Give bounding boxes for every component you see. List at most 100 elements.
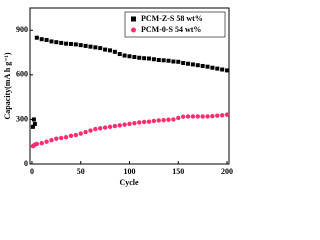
- point: [137, 55, 142, 60]
- point: [161, 58, 166, 63]
- point: [147, 56, 152, 61]
- point: [176, 59, 181, 64]
- legend-label: PCM-0-S 54 wt%: [141, 25, 201, 34]
- point: [190, 62, 195, 67]
- point: [215, 113, 220, 118]
- point: [78, 131, 83, 136]
- point: [225, 68, 230, 73]
- x-tick-label: 100: [124, 167, 136, 176]
- point: [49, 39, 54, 44]
- point: [54, 136, 59, 141]
- point: [83, 129, 88, 135]
- point: [190, 114, 196, 119]
- legend-label: PCM-Z-S 58 wt%: [141, 14, 203, 23]
- x-axis-title: Cycle: [119, 178, 139, 187]
- point: [83, 43, 88, 48]
- point: [44, 139, 49, 144]
- point: [141, 119, 147, 125]
- y-tick-label: 900: [16, 25, 28, 34]
- point: [54, 40, 59, 45]
- y-tick-label: 300: [16, 114, 28, 123]
- y-axis-title: Capacity(mA h g⁻¹): [3, 52, 12, 119]
- point: [200, 63, 205, 68]
- point: [49, 138, 54, 143]
- point: [185, 114, 191, 119]
- point: [215, 66, 220, 71]
- point: [63, 135, 69, 140]
- point: [107, 48, 112, 53]
- point: [142, 56, 147, 61]
- point: [166, 117, 171, 122]
- point: [59, 135, 64, 141]
- point: [181, 60, 186, 65]
- point: [219, 113, 225, 118]
- point: [98, 126, 103, 131]
- point: [151, 118, 157, 124]
- legend-marker: [131, 16, 136, 22]
- point: [107, 124, 113, 130]
- point: [34, 35, 39, 40]
- legend-marker: [131, 27, 136, 33]
- point: [88, 128, 93, 133]
- point: [127, 54, 132, 59]
- point: [39, 141, 44, 146]
- point: [73, 132, 79, 138]
- point: [31, 117, 36, 122]
- point: [171, 117, 176, 122]
- x-tick-label: 50: [77, 167, 85, 176]
- legend-box: [124, 11, 226, 38]
- point: [137, 120, 142, 125]
- point: [117, 123, 122, 128]
- point: [210, 113, 215, 119]
- y-tick-label: 600: [16, 70, 28, 79]
- point: [127, 121, 132, 127]
- point: [224, 112, 230, 117]
- point: [112, 123, 118, 129]
- chart: Cycle Capacity(mA h g⁻¹) 0 300 600 900 0 50 10…: [3, 7, 233, 187]
- point: [117, 52, 122, 57]
- point: [78, 43, 83, 48]
- point: [161, 117, 166, 123]
- point: [93, 126, 98, 132]
- point: [122, 53, 127, 58]
- point: [98, 46, 103, 51]
- point: [151, 57, 156, 62]
- point: [39, 37, 44, 42]
- point: [176, 115, 181, 121]
- point: [132, 120, 137, 126]
- point: [30, 124, 35, 129]
- point: [102, 125, 108, 130]
- point: [68, 41, 73, 46]
- point: [220, 67, 225, 72]
- point: [68, 133, 74, 138]
- x-tick-label: 0: [30, 167, 34, 176]
- point: [146, 119, 152, 124]
- point: [103, 47, 108, 52]
- point: [195, 114, 200, 119]
- point: [44, 37, 49, 42]
- point: [166, 58, 171, 63]
- point: [156, 58, 161, 62]
- point: [180, 114, 186, 119]
- point: [195, 63, 200, 68]
- page: Cycle Capacity(mA h g⁻¹) 0 300 600 900 0 50 10…: [2, 7, 234, 187]
- y-tick-label: 0: [24, 159, 28, 168]
- point: [132, 55, 137, 60]
- point: [205, 114, 210, 119]
- point: [32, 121, 37, 126]
- point: [122, 122, 127, 127]
- x-tick-label: 150: [172, 167, 184, 176]
- point: [73, 42, 78, 47]
- point: [88, 44, 93, 49]
- point: [171, 59, 176, 64]
- x-tick-label: 200: [221, 167, 233, 176]
- point: [156, 118, 161, 123]
- point: [200, 114, 205, 119]
- point: [64, 41, 69, 46]
- point: [186, 61, 191, 66]
- point: [34, 141, 40, 147]
- point: [210, 65, 215, 70]
- point: [93, 45, 98, 50]
- point: [112, 49, 117, 54]
- point: [59, 40, 64, 45]
